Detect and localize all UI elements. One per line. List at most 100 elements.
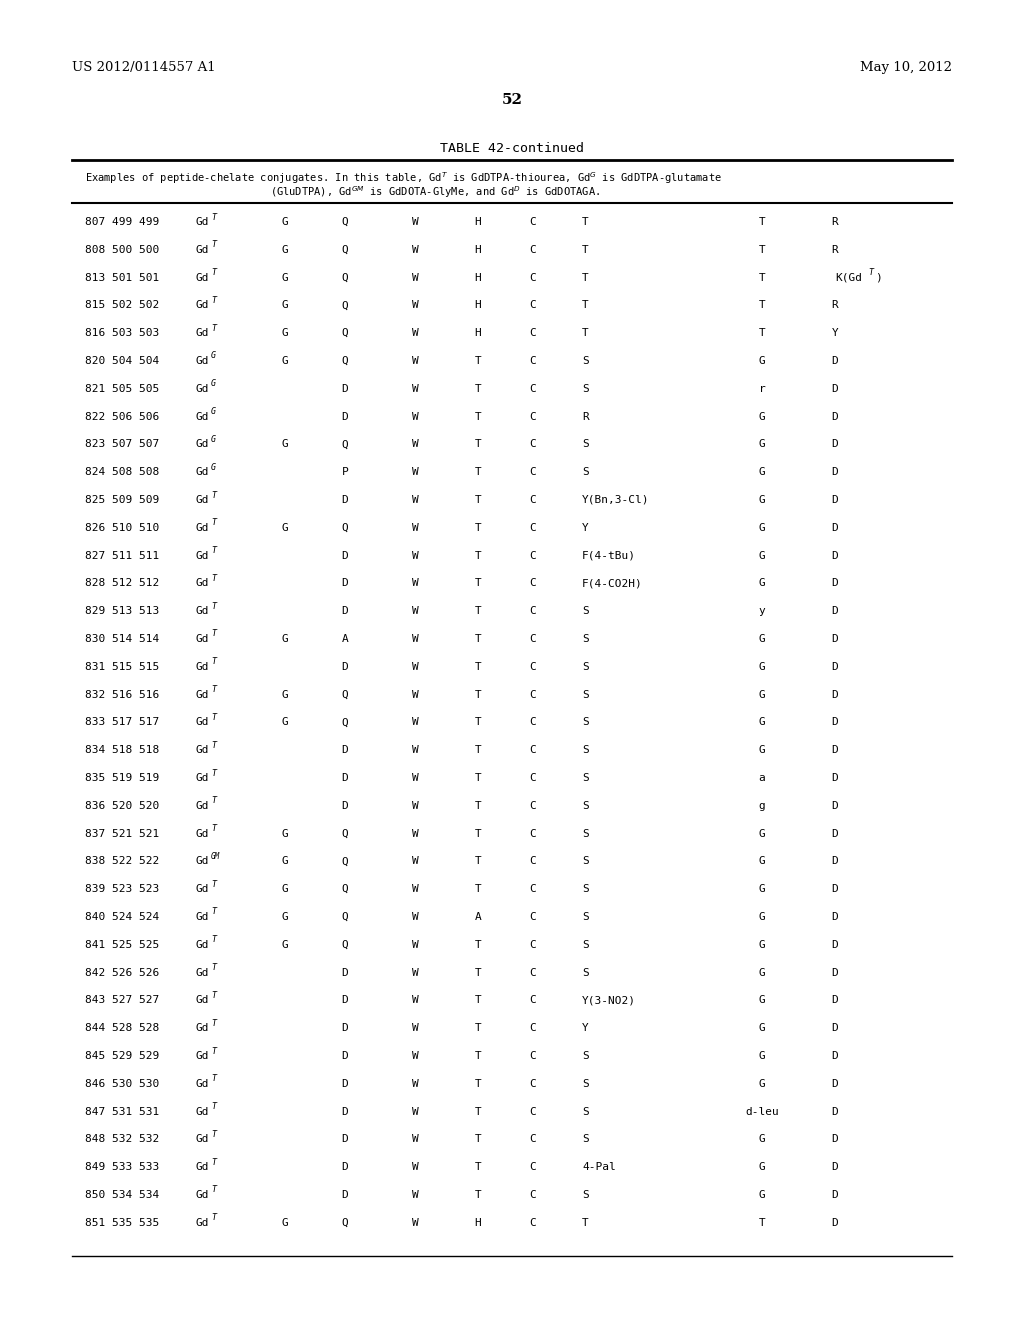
Text: D: D — [831, 1218, 839, 1228]
Text: G: G — [282, 301, 289, 310]
Text: D: D — [831, 689, 839, 700]
Text: S: S — [582, 774, 589, 783]
Text: 849 533 533: 849 533 533 — [85, 1162, 160, 1172]
Text: D: D — [831, 1078, 839, 1089]
Text: G: G — [282, 356, 289, 366]
Text: T: T — [211, 879, 216, 888]
Text: D: D — [831, 995, 839, 1006]
Text: T: T — [475, 940, 481, 950]
Text: T: T — [475, 1078, 481, 1089]
Text: C: C — [529, 301, 537, 310]
Text: W: W — [412, 968, 419, 978]
Text: T: T — [211, 685, 216, 694]
Text: Gd: Gd — [195, 1078, 209, 1089]
Text: S: S — [582, 440, 589, 449]
Text: H: H — [475, 244, 481, 255]
Text: G: G — [282, 244, 289, 255]
Text: Gd: Gd — [195, 689, 209, 700]
Text: T: T — [211, 546, 216, 556]
Text: T: T — [475, 995, 481, 1006]
Text: T: T — [475, 1106, 481, 1117]
Text: 832 516 516: 832 516 516 — [85, 689, 160, 700]
Text: D: D — [831, 606, 839, 616]
Text: 840 524 524: 840 524 524 — [85, 912, 160, 921]
Text: D: D — [342, 412, 348, 421]
Text: D: D — [342, 1078, 348, 1089]
Text: K(Gd: K(Gd — [835, 273, 862, 282]
Text: D: D — [831, 774, 839, 783]
Text: 823 507 507: 823 507 507 — [85, 440, 160, 449]
Text: Gd: Gd — [195, 968, 209, 978]
Text: D: D — [831, 550, 839, 561]
Text: C: C — [529, 495, 537, 506]
Text: S: S — [582, 384, 589, 393]
Text: G: G — [759, 884, 765, 894]
Text: T: T — [211, 991, 216, 1001]
Text: H: H — [475, 273, 481, 282]
Text: 833 517 517: 833 517 517 — [85, 717, 160, 727]
Text: C: C — [529, 634, 537, 644]
Text: D: D — [831, 829, 839, 838]
Text: 836 520 520: 836 520 520 — [85, 801, 160, 810]
Text: D: D — [342, 1191, 348, 1200]
Text: W: W — [412, 244, 419, 255]
Text: T: T — [582, 329, 589, 338]
Text: C: C — [529, 884, 537, 894]
Text: H: H — [475, 1218, 481, 1228]
Text: T: T — [475, 356, 481, 366]
Text: 52: 52 — [502, 92, 522, 107]
Text: D: D — [831, 578, 839, 589]
Text: G: G — [282, 940, 289, 950]
Text: Gd: Gd — [195, 384, 209, 393]
Text: W: W — [412, 440, 419, 449]
Text: Gd: Gd — [195, 412, 209, 421]
Text: Gd: Gd — [195, 717, 209, 727]
Text: T: T — [211, 741, 216, 750]
Text: G: G — [759, 1134, 765, 1144]
Text: 816 503 503: 816 503 503 — [85, 329, 160, 338]
Text: S: S — [582, 1191, 589, 1200]
Text: 824 508 508: 824 508 508 — [85, 467, 160, 478]
Text: D: D — [831, 1106, 839, 1117]
Text: Gd: Gd — [195, 495, 209, 506]
Text: D: D — [831, 857, 839, 866]
Text: G: G — [759, 912, 765, 921]
Text: W: W — [412, 884, 419, 894]
Text: G: G — [282, 634, 289, 644]
Text: G: G — [759, 1162, 765, 1172]
Text: C: C — [529, 857, 537, 866]
Text: W: W — [412, 1218, 419, 1228]
Text: G: G — [282, 689, 289, 700]
Text: T: T — [475, 1023, 481, 1034]
Text: C: C — [529, 968, 537, 978]
Text: D: D — [831, 412, 839, 421]
Text: T: T — [211, 713, 216, 722]
Text: C: C — [529, 774, 537, 783]
Text: D: D — [831, 1051, 839, 1061]
Text: W: W — [412, 1191, 419, 1200]
Text: Gd: Gd — [195, 1106, 209, 1117]
Text: 4-Pal: 4-Pal — [582, 1162, 615, 1172]
Text: Gd: Gd — [195, 829, 209, 838]
Text: C: C — [529, 440, 537, 449]
Text: W: W — [412, 912, 419, 921]
Text: G: G — [759, 661, 765, 672]
Text: T: T — [211, 1047, 216, 1056]
Text: W: W — [412, 689, 419, 700]
Text: G: G — [282, 717, 289, 727]
Text: 826 510 510: 826 510 510 — [85, 523, 160, 533]
Text: A: A — [342, 634, 348, 644]
Text: D: D — [831, 634, 839, 644]
Text: Gd: Gd — [195, 329, 209, 338]
Text: T: T — [475, 1051, 481, 1061]
Text: Y: Y — [831, 329, 839, 338]
Text: W: W — [412, 1106, 419, 1117]
Text: S: S — [582, 717, 589, 727]
Text: W: W — [412, 1134, 419, 1144]
Text: T: T — [475, 746, 481, 755]
Text: D: D — [831, 1191, 839, 1200]
Text: C: C — [529, 912, 537, 921]
Text: D: D — [831, 1162, 839, 1172]
Text: TABLE 42-continued: TABLE 42-continued — [440, 141, 584, 154]
Text: S: S — [582, 857, 589, 866]
